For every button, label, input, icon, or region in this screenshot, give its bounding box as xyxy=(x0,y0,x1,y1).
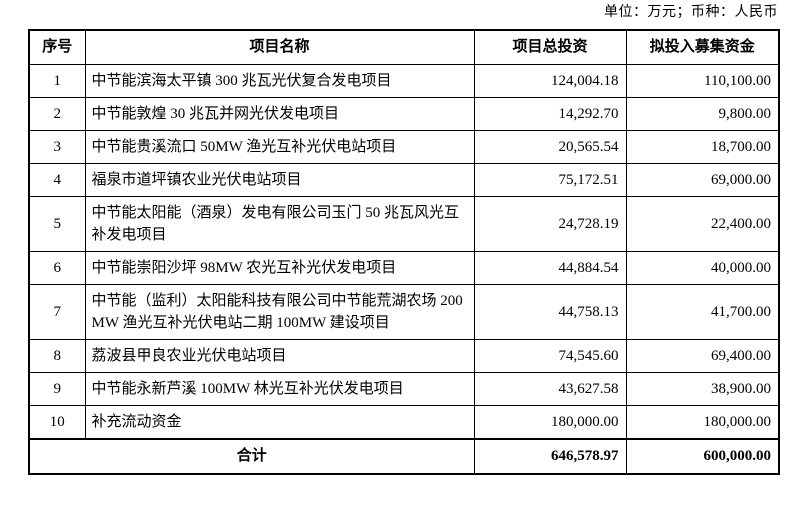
raised-funds-cell: 41,700.00 xyxy=(625,283,780,340)
table-body: 1 中节能滨海太平镇 300 兆瓦光伏复合发电项目 124,004.18 110… xyxy=(28,63,780,439)
raised-funds-cell: 180,000.00 xyxy=(625,404,780,439)
table-row: 4 福泉市道坪镇农业光伏电站项目 75,172.51 69,000.00 xyxy=(28,162,780,197)
total-investment-cell: 124,004.18 xyxy=(473,63,627,98)
raised-funds-cell: 69,000.00 xyxy=(625,162,780,197)
project-name-cell: 补充流动资金 xyxy=(84,404,475,439)
total-investment-cell: 44,758.13 xyxy=(473,283,627,340)
total-investment-cell: 43,627.58 xyxy=(473,371,627,406)
total-investment-cell: 14,292.70 xyxy=(473,96,627,131)
header-no: 序号 xyxy=(28,29,86,65)
row-number-cell: 10 xyxy=(28,404,86,439)
total-investment-sum-cell: 646,578.97 xyxy=(473,437,627,474)
project-name-cell: 中节能敦煌 30 兆瓦并网光伏发电项目 xyxy=(84,96,475,131)
row-number-cell: 7 xyxy=(28,283,86,340)
project-name-cell: 中节能（监利）太阳能科技有限公司中节能荒湖农场 200MW 渔光互补光伏电站二期… xyxy=(84,283,475,340)
raised-funds-cell: 38,900.00 xyxy=(625,371,780,406)
row-number-cell: 5 xyxy=(28,195,86,252)
table-footer: 合计 646,578.97 600,000.00 xyxy=(28,437,780,474)
row-number-cell: 2 xyxy=(28,96,86,131)
row-number-cell: 4 xyxy=(28,162,86,197)
project-name-cell: 中节能崇阳沙坪 98MW 农光互补光伏发电项目 xyxy=(84,250,475,285)
total-investment-cell: 74,545.60 xyxy=(473,338,627,373)
unit-currency-note: 单位：万元；币种：人民币 xyxy=(604,5,778,20)
fundraising-projects-table: 序号 项目名称 项目总投资 拟投入募集资金 1 中节能滨海太平镇 300 兆瓦光… xyxy=(28,29,780,475)
project-name-cell: 荔波县甲良农业光伏电站项目 xyxy=(84,338,475,373)
project-name-cell: 中节能太阳能（酒泉）发电有限公司玉门 50 兆瓦风光互补发电项目 xyxy=(84,195,475,252)
total-investment-cell: 44,884.54 xyxy=(473,250,627,285)
raised-funds-sum-cell: 600,000.00 xyxy=(625,437,780,474)
raised-funds-cell: 22,400.00 xyxy=(625,195,780,252)
table-row: 7 中节能（监利）太阳能科技有限公司中节能荒湖农场 200MW 渔光互补光伏电站… xyxy=(28,283,780,340)
header-row: 序号 项目名称 项目总投资 拟投入募集资金 xyxy=(28,29,780,65)
row-number-cell: 3 xyxy=(28,129,86,164)
total-investment-cell: 20,565.54 xyxy=(473,129,627,164)
table-row: 2 中节能敦煌 30 兆瓦并网光伏发电项目 14,292.70 9,800.00 xyxy=(28,96,780,131)
header-raised-funds: 拟投入募集资金 xyxy=(625,29,780,65)
header-total-investment: 项目总投资 xyxy=(473,29,627,65)
table-row: 5 中节能太阳能（酒泉）发电有限公司玉门 50 兆瓦风光互补发电项目 24,72… xyxy=(28,195,780,252)
total-investment-cell: 24,728.19 xyxy=(473,195,627,252)
project-name-cell: 中节能贵溪流口 50MW 渔光互补光伏电站项目 xyxy=(84,129,475,164)
total-investment-cell: 180,000.00 xyxy=(473,404,627,439)
project-name-cell: 中节能滨海太平镇 300 兆瓦光伏复合发电项目 xyxy=(84,63,475,98)
raised-funds-cell: 18,700.00 xyxy=(625,129,780,164)
table-row: 3 中节能贵溪流口 50MW 渔光互补光伏电站项目 20,565.54 18,7… xyxy=(28,129,780,164)
header-project-name: 项目名称 xyxy=(84,29,475,65)
row-number-cell: 8 xyxy=(28,338,86,373)
project-name-cell: 中节能永新芦溪 100MW 林光互补光伏发电项目 xyxy=(84,371,475,406)
row-number-cell: 1 xyxy=(28,63,86,98)
table-row: 6 中节能崇阳沙坪 98MW 农光互补光伏发电项目 44,884.54 40,0… xyxy=(28,250,780,285)
table-row: 8 荔波县甲良农业光伏电站项目 74,545.60 69,400.00 xyxy=(28,338,780,373)
raised-funds-cell: 9,800.00 xyxy=(625,96,780,131)
total-investment-cell: 75,172.51 xyxy=(473,162,627,197)
table-header: 序号 项目名称 项目总投资 拟投入募集资金 xyxy=(28,29,780,65)
project-name-cell: 福泉市道坪镇农业光伏电站项目 xyxy=(84,162,475,197)
row-number-cell: 6 xyxy=(28,250,86,285)
total-row: 合计 646,578.97 600,000.00 xyxy=(28,437,780,474)
raised-funds-cell: 40,000.00 xyxy=(625,250,780,285)
raised-funds-cell: 110,100.00 xyxy=(625,63,780,98)
raised-funds-cell: 69,400.00 xyxy=(625,338,780,373)
table-row: 9 中节能永新芦溪 100MW 林光互补光伏发电项目 43,627.58 38,… xyxy=(28,371,780,406)
total-label-cell: 合计 xyxy=(28,437,475,474)
table-row: 10 补充流动资金 180,000.00 180,000.00 xyxy=(28,404,780,439)
row-number-cell: 9 xyxy=(28,371,86,406)
table-row: 1 中节能滨海太平镇 300 兆瓦光伏复合发电项目 124,004.18 110… xyxy=(28,63,780,98)
